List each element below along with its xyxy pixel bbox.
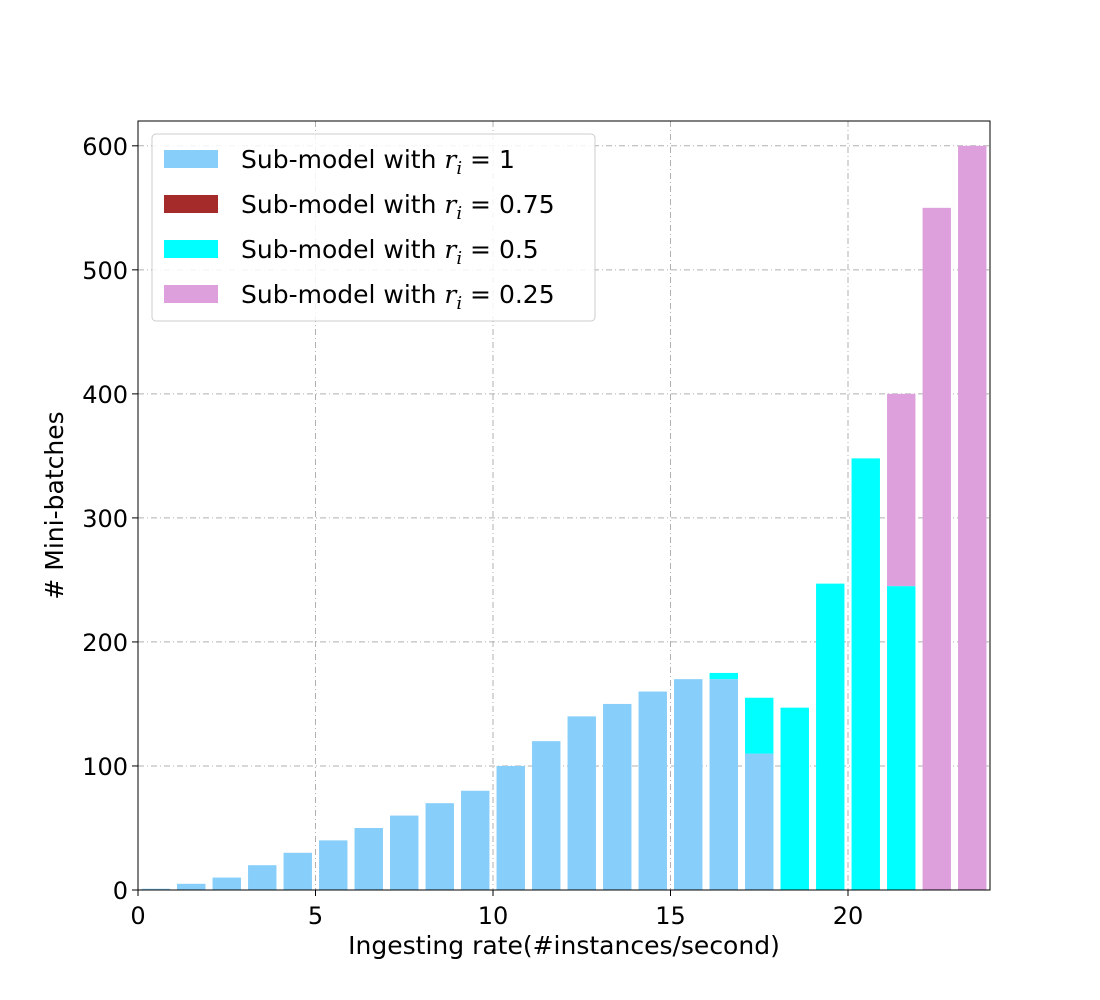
legend: Sub-model with ri = 1 Sub-model with ri =… xyxy=(151,133,596,322)
y-axis-label: # Mini-batches xyxy=(40,411,69,599)
bar-series-1 xyxy=(425,803,454,890)
y-tick-label: 300 xyxy=(82,505,128,533)
y-tick-label: 600 xyxy=(82,133,128,161)
bar-series-1 xyxy=(283,852,312,890)
bar-series-1 xyxy=(567,716,596,890)
legend-swatch xyxy=(164,240,218,258)
bar-series-1 xyxy=(638,691,667,890)
bar-series-1 xyxy=(532,741,561,890)
x-axis-label: Ingesting rate(#instances/second) xyxy=(348,931,780,960)
bar-series-1 xyxy=(496,765,525,890)
x-tick-label: 15 xyxy=(655,902,686,930)
legend-label: Sub-model with ri = 0.5 xyxy=(241,235,539,269)
bar-series-3 xyxy=(745,697,774,754)
bars-layer xyxy=(141,145,987,891)
bar-series-3 xyxy=(816,583,845,890)
y-tick-label: 400 xyxy=(82,381,128,409)
x-tick-label: 5 xyxy=(308,902,323,930)
legend-label: Sub-model with ri = 0.75 xyxy=(241,190,555,224)
y-tick-label: 100 xyxy=(82,753,128,781)
bar-series-3 xyxy=(851,458,880,890)
bar-series-4 xyxy=(922,207,951,891)
bar-series-1 xyxy=(248,865,277,890)
legend-swatch xyxy=(164,285,218,303)
bar-series-1 xyxy=(212,877,241,890)
bar-series-1 xyxy=(461,790,490,890)
bar-series-1 xyxy=(603,703,632,890)
x-tick-label: 20 xyxy=(833,902,864,930)
bar-series-1 xyxy=(141,888,170,890)
bar-series-1 xyxy=(177,883,206,890)
legend-label: Sub-model with ri = 0.25 xyxy=(241,280,555,314)
bar-series-4 xyxy=(958,145,987,890)
y-tick-label: 200 xyxy=(82,629,128,657)
y-tick-label: 500 xyxy=(82,257,128,285)
bar-series-1 xyxy=(674,679,703,890)
x-tick-label: 10 xyxy=(478,902,509,930)
legend-swatch xyxy=(164,195,218,213)
legend-label: Sub-model with ri = 1 xyxy=(241,145,515,179)
legend-box xyxy=(151,133,596,322)
bar-series-1 xyxy=(709,679,738,890)
bar-series-1 xyxy=(390,815,419,890)
bar-series-3 xyxy=(780,707,809,890)
bar-series-3 xyxy=(709,672,738,680)
y-tick-label: 0 xyxy=(113,877,128,905)
bar-series-1 xyxy=(354,827,383,890)
x-tick-label: 0 xyxy=(130,902,145,930)
bar-series-3 xyxy=(887,586,916,890)
bar-series-1 xyxy=(745,753,774,890)
bar-series-4 xyxy=(887,393,916,587)
bar-series-1 xyxy=(319,840,348,890)
legend-swatch xyxy=(164,150,218,168)
plot-area-frame xyxy=(137,120,991,891)
